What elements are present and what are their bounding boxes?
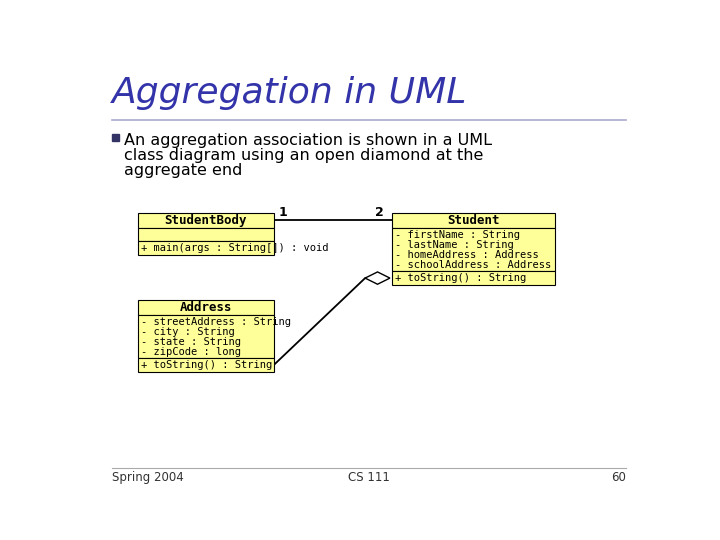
- Text: - homeAddress : Address: - homeAddress : Address: [395, 251, 539, 260]
- Bar: [138, 228, 274, 241]
- Text: 2: 2: [375, 206, 384, 219]
- Text: - state : String: - state : String: [141, 338, 241, 347]
- Text: + main(args : String[]) : void: + main(args : String[]) : void: [141, 244, 328, 253]
- Polygon shape: [365, 272, 390, 284]
- Bar: [112, 134, 119, 141]
- Text: An aggregation association is shown in a UML: An aggregation association is shown in a…: [124, 132, 492, 147]
- Bar: [138, 315, 274, 358]
- Text: Spring 2004: Spring 2004: [112, 470, 184, 484]
- Text: - city : String: - city : String: [141, 327, 235, 338]
- Text: + toString() : String: + toString() : String: [395, 273, 526, 284]
- Bar: [392, 228, 555, 271]
- Bar: [138, 213, 274, 228]
- Text: - zipCode : long: - zipCode : long: [141, 347, 241, 357]
- Text: class diagram using an open diamond at the: class diagram using an open diamond at t…: [124, 148, 483, 163]
- Text: Address: Address: [179, 301, 232, 314]
- Bar: [138, 241, 274, 255]
- Text: - lastName : String: - lastName : String: [395, 240, 514, 251]
- Text: - firstName : String: - firstName : String: [395, 231, 521, 240]
- Text: Aggregation in UML: Aggregation in UML: [112, 76, 467, 110]
- Bar: [392, 271, 555, 285]
- Text: StudentBody: StudentBody: [165, 214, 247, 227]
- Bar: [392, 213, 555, 228]
- Text: CS 111: CS 111: [348, 470, 390, 484]
- Bar: [138, 358, 274, 372]
- Text: aggregate end: aggregate end: [124, 164, 243, 178]
- Text: + toString() : String: + toString() : String: [141, 361, 272, 370]
- Text: 1: 1: [279, 206, 287, 219]
- Text: 60: 60: [611, 470, 626, 484]
- Text: Student: Student: [447, 214, 500, 227]
- Text: - schoolAddress : Address: - schoolAddress : Address: [395, 260, 552, 271]
- Bar: [138, 300, 274, 315]
- Text: - streetAddress : String: - streetAddress : String: [141, 318, 291, 327]
